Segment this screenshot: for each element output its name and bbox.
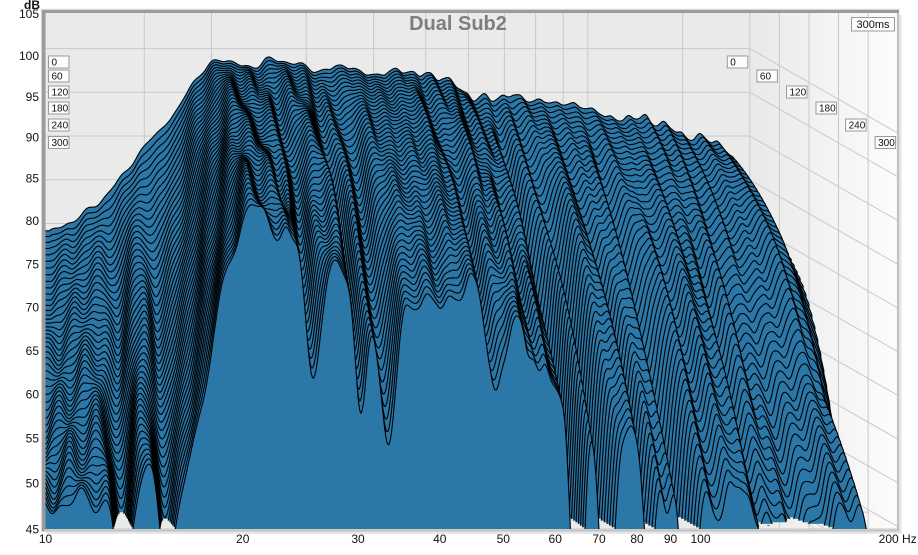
svg-text:50: 50 <box>497 532 511 546</box>
svg-text:80: 80 <box>26 214 40 228</box>
svg-text:45: 45 <box>26 522 40 536</box>
svg-text:105: 105 <box>19 7 39 21</box>
svg-text:40: 40 <box>433 532 447 546</box>
svg-text:100: 100 <box>690 532 710 546</box>
svg-text:60: 60 <box>26 388 40 402</box>
svg-text:180: 180 <box>819 104 836 115</box>
svg-text:Dual Sub2: Dual Sub2 <box>409 13 507 35</box>
svg-text:120: 120 <box>52 88 69 99</box>
svg-text:60: 60 <box>52 72 64 83</box>
svg-text:75: 75 <box>26 257 40 271</box>
svg-text:90: 90 <box>664 532 678 546</box>
svg-text:50: 50 <box>26 477 40 491</box>
svg-text:0: 0 <box>52 58 58 69</box>
svg-text:200 Hz: 200 Hz <box>879 532 917 546</box>
svg-text:70: 70 <box>26 301 40 315</box>
svg-text:65: 65 <box>26 344 40 358</box>
svg-text:60: 60 <box>549 532 563 546</box>
svg-text:70: 70 <box>592 532 606 546</box>
svg-text:60: 60 <box>760 72 772 83</box>
svg-text:90: 90 <box>26 131 40 145</box>
svg-text:240: 240 <box>849 121 866 132</box>
svg-text:180: 180 <box>52 104 69 115</box>
svg-text:95: 95 <box>26 90 40 104</box>
svg-text:10: 10 <box>39 532 53 546</box>
svg-text:300: 300 <box>52 138 69 149</box>
svg-text:20: 20 <box>236 532 250 546</box>
svg-text:55: 55 <box>26 432 40 446</box>
svg-text:85: 85 <box>26 172 40 186</box>
svg-text:300ms: 300ms <box>856 19 890 31</box>
svg-text:0: 0 <box>730 58 736 69</box>
svg-text:120: 120 <box>790 88 807 99</box>
svg-text:100: 100 <box>19 49 39 63</box>
svg-text:dB: dB <box>24 0 40 12</box>
svg-text:30: 30 <box>351 532 365 546</box>
svg-text:300: 300 <box>878 138 895 149</box>
svg-text:240: 240 <box>52 121 69 132</box>
svg-text:80: 80 <box>630 532 644 546</box>
